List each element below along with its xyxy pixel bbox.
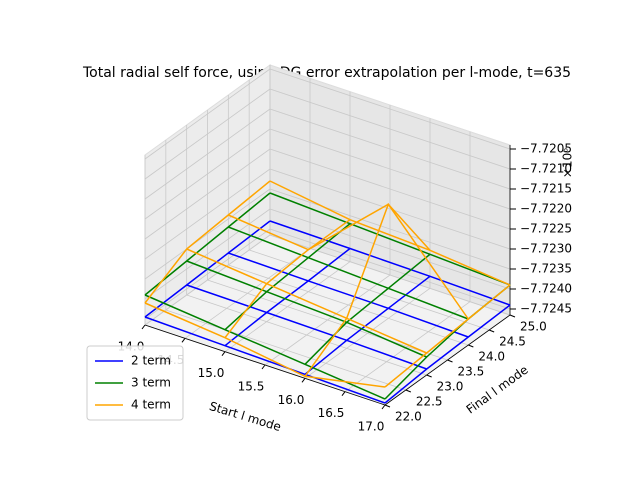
grid-line — [144, 108, 271, 200]
grid-line — [165, 309, 406, 391]
wire-line — [144, 302, 386, 388]
grid-line — [144, 188, 271, 280]
axis-line — [384, 314, 511, 406]
wire-line — [144, 192, 271, 296]
z-tick-label: −7.7230 — [520, 242, 572, 256]
z-tick-label: −7.7240 — [520, 282, 572, 296]
wire-line — [224, 219, 351, 339]
x-tick — [261, 364, 266, 370]
wire-line — [186, 260, 427, 358]
x-tick — [381, 404, 386, 410]
wire-line — [228, 226, 469, 320]
y-tick — [384, 404, 391, 408]
axis-line — [144, 324, 386, 406]
chart-title: Total radial self force, using DG error … — [82, 65, 571, 81]
z-offset-label: ×10⁶ — [561, 148, 575, 178]
wire-line — [228, 203, 469, 320]
x-tick — [301, 378, 306, 383]
wire-line — [269, 192, 511, 286]
grid-line — [186, 294, 427, 376]
x-tick-label: 17.0 — [358, 420, 385, 434]
legend-label: 2 term — [131, 354, 171, 368]
y-tick — [488, 329, 495, 333]
grid-line — [249, 249, 490, 331]
wire-line — [144, 316, 386, 404]
grid-line — [269, 68, 511, 150]
grid-line — [269, 208, 511, 290]
grid-line — [269, 228, 511, 310]
legend-label: 3 term — [131, 376, 171, 390]
wire-line — [228, 252, 469, 338]
wire-line — [269, 220, 511, 306]
y-tick-label: 24.5 — [499, 335, 526, 349]
y-tick-label: 25.0 — [520, 320, 547, 334]
y-tick — [468, 344, 474, 348]
grid-line — [207, 279, 448, 361]
z-tick-label: −7.7235 — [520, 262, 572, 276]
grid-line — [144, 148, 271, 240]
x-tick-label: 16.0 — [278, 393, 305, 407]
grid-line — [269, 148, 511, 230]
x-tick-label: 16.5 — [318, 406, 345, 420]
z-tick-label: −7.7210 — [520, 162, 572, 176]
z-tick-label: −7.7245 — [520, 302, 572, 316]
grid-line — [269, 168, 511, 250]
x-tick — [341, 391, 346, 396]
z-tick-label: −7.7220 — [520, 202, 572, 216]
legend-label: 4 term — [131, 398, 171, 412]
z-tick-label: −7.7205 — [520, 142, 572, 156]
legend-box — [86, 345, 184, 421]
grid-line — [269, 108, 511, 190]
wire-line — [224, 247, 351, 347]
x-axis-label: Start l mode — [208, 399, 283, 434]
x-tick — [141, 324, 146, 330]
grid-line — [269, 88, 511, 170]
grid-line — [144, 168, 271, 260]
wire-line — [384, 304, 511, 404]
y-tick-label: 24.0 — [478, 350, 505, 364]
y-tick — [405, 389, 412, 393]
y-tick — [426, 374, 432, 378]
wire-line — [304, 275, 431, 375]
wire-line — [304, 202, 431, 377]
y-tick-label: 22.0 — [395, 410, 422, 424]
wire-line — [269, 180, 511, 286]
grid-line — [269, 188, 511, 270]
y-tick-label: 23.0 — [437, 380, 464, 394]
y-tick-label: 23.5 — [458, 365, 485, 379]
wire-line — [186, 284, 427, 370]
y-tick-label: 22.5 — [416, 395, 443, 409]
grid-line — [144, 88, 271, 180]
y-tick — [509, 314, 516, 318]
x-tick-label: 15.5 — [238, 380, 265, 394]
wire-line — [144, 180, 271, 304]
grid-line — [228, 264, 469, 346]
wire-line — [384, 284, 511, 388]
z-tick-label: −7.7215 — [520, 182, 572, 196]
wire-line — [186, 248, 427, 354]
x-tick-label: 15.0 — [198, 366, 225, 380]
grid-line — [269, 128, 511, 210]
grid-line — [144, 68, 271, 160]
wire-line — [304, 253, 431, 365]
legend: 2 term 3 term 4 term — [86, 345, 184, 421]
z-tick-label: −7.7225 — [520, 222, 572, 236]
x-tick — [221, 351, 226, 356]
grid-line — [144, 128, 271, 220]
x-tick — [181, 338, 186, 343]
y-tick — [447, 359, 453, 363]
